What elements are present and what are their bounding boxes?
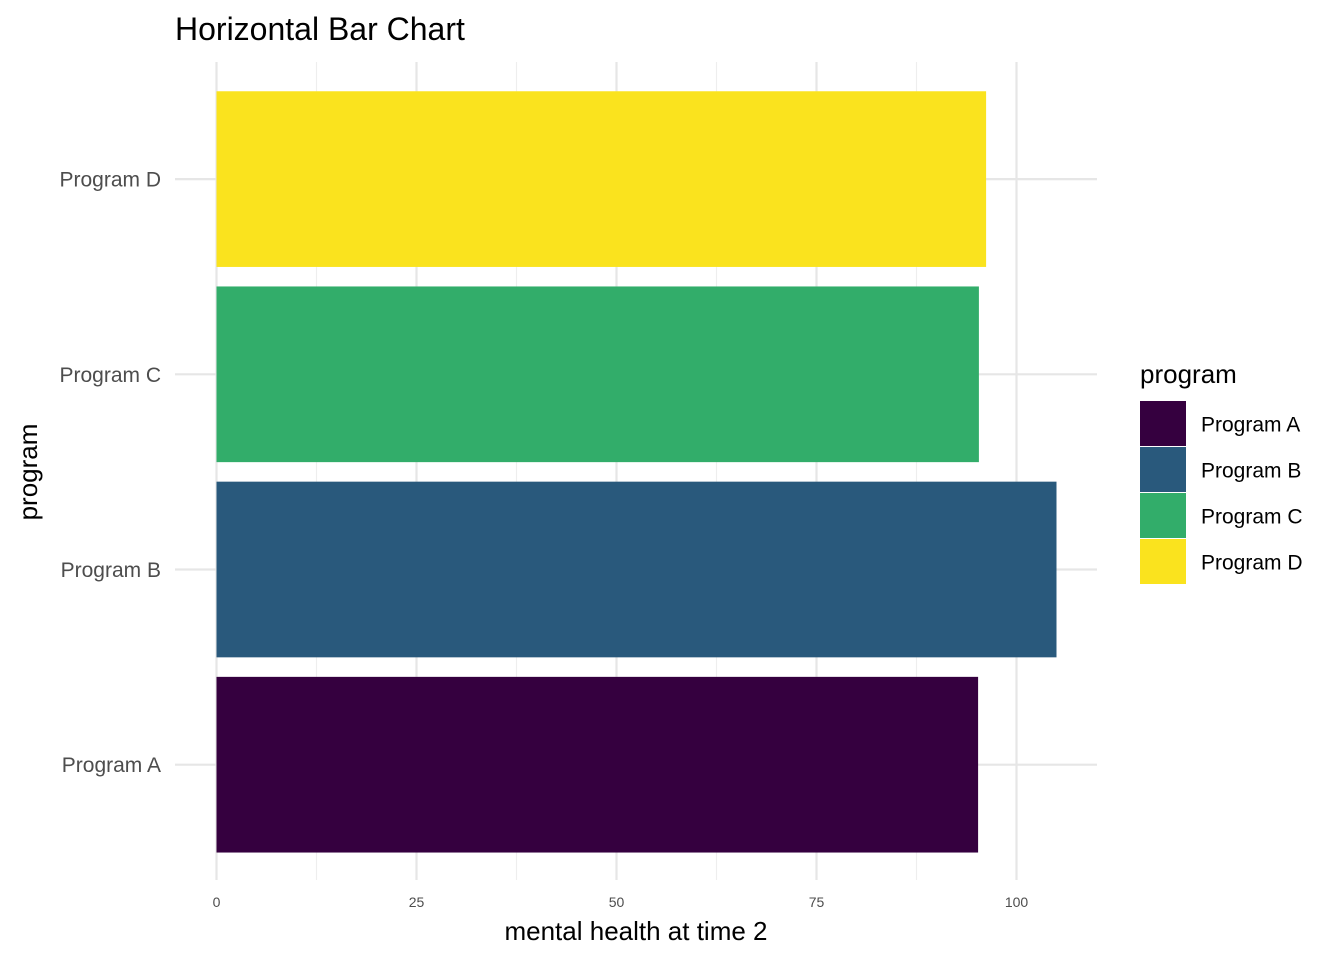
y-tick-label: Program C (59, 364, 161, 387)
x-tick-label: 100 (1005, 894, 1029, 910)
legend-label: Program B (1201, 460, 1301, 483)
x-tick-label: 50 (609, 894, 625, 910)
legend-label: Program C (1201, 506, 1303, 529)
chart-title: Horizontal Bar Chart (175, 11, 465, 47)
legend-label: Program A (1201, 414, 1300, 437)
y-axis-title: program (13, 424, 43, 521)
bar-program-b (216, 481, 1057, 658)
bar-program-a (216, 676, 979, 853)
legend-title: program (1140, 359, 1237, 389)
y-axis: Program A Program B Program C Program D (59, 169, 161, 778)
x-tick-label: 25 (409, 894, 425, 910)
legend-key (1140, 401, 1186, 446)
x-tick-label: 75 (809, 894, 825, 910)
bar-program-c (216, 286, 979, 463)
legend-key (1140, 493, 1186, 538)
x-axis: 0 25 50 75 100 (213, 894, 1029, 910)
legend-key (1140, 539, 1186, 584)
y-tick-label: Program A (62, 754, 161, 777)
legend-label: Program D (1201, 552, 1303, 575)
y-tick-label: Program D (59, 169, 161, 192)
legend: program Program A Program B Program C Progr… (1140, 359, 1303, 584)
legend-key (1140, 447, 1186, 492)
y-tick-label: Program B (61, 559, 161, 582)
x-tick-label: 0 (213, 894, 221, 910)
x-axis-title: mental health at time 2 (504, 916, 767, 946)
bar-program-d (216, 91, 987, 267)
bars (216, 91, 1057, 853)
